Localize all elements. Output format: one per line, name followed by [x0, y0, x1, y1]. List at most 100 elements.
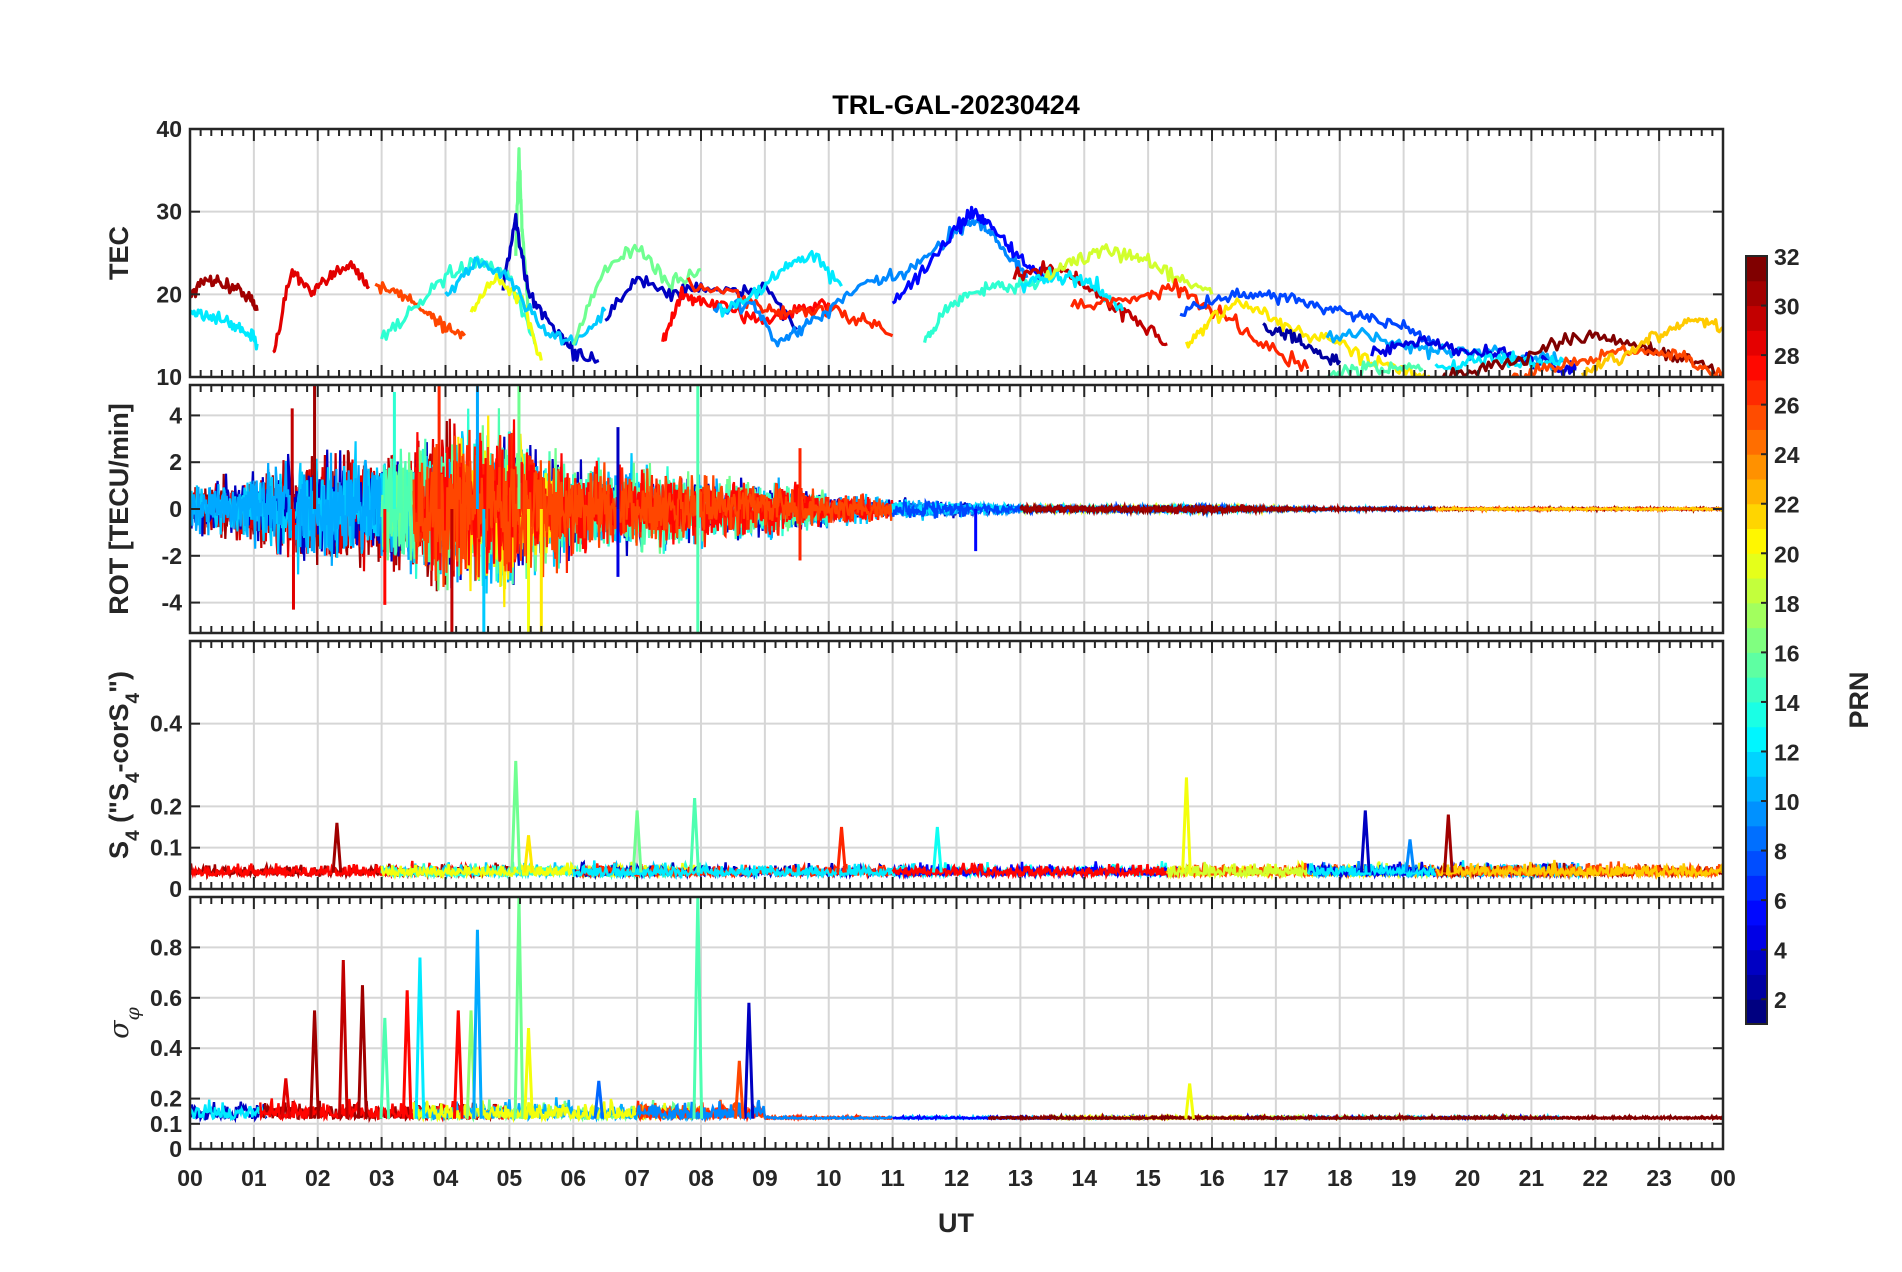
tec-series-prn-31: [190, 274, 259, 312]
colorbar-swatch: [1746, 999, 1767, 1025]
rot-x-ticks: [189, 385, 1724, 633]
tec-y-tick-label: 40: [156, 116, 182, 142]
s4-spike: [836, 826, 847, 873]
x-tick-label: 03: [369, 1165, 395, 1191]
sig-y-tick-label: 0.6: [150, 985, 182, 1011]
colorbar-tick-label: 16: [1774, 640, 1800, 666]
tec-y-tick-label: 20: [156, 281, 182, 307]
s4-grid: [189, 641, 1724, 890]
s4-spike: [689, 797, 700, 873]
colorbar-label: PRN: [1844, 671, 1874, 728]
colorbar-tick-label: 26: [1774, 393, 1800, 419]
sig-y-axis-label: σφ: [104, 1006, 144, 1038]
x-tick-label: 09: [752, 1165, 778, 1191]
panel-rot: -4 -2 0 2 4 ROT [TECU/min]: [104, 383, 1725, 635]
x-tick-label: 16: [1199, 1165, 1225, 1191]
panel-s4: 00.10.20.4S4 ("S4-corS4"): [104, 639, 1725, 902]
colorbar-swatch: [1746, 602, 1767, 629]
s4-y-tick-label: 0.1: [150, 835, 182, 861]
s4-y-tick-label: 0.4: [150, 711, 182, 737]
colorbar-swatch: [1746, 850, 1767, 876]
s4-series-prn-12: [572, 860, 926, 881]
colorbar-swatch: [1746, 776, 1767, 802]
colorbar-tick-label: 4: [1774, 938, 1787, 964]
label-text: "): [104, 671, 134, 693]
sig-spike: [1184, 1083, 1195, 1119]
colorbar-swatch: [1746, 751, 1767, 777]
colorbar-swatch: [1746, 429, 1767, 455]
colorbar-frame: [1745, 255, 1768, 1025]
x-tick-label: 19: [1391, 1165, 1417, 1191]
s4-x-ticks: [189, 641, 1724, 890]
colorbar-swatch: [1746, 949, 1767, 975]
colorbar-tick-label: 8: [1774, 839, 1787, 865]
tec-series-prn-27: [686, 276, 894, 338]
panel-sig: 00.10.2 0.4 0.6 0.8 σφ: [104, 895, 1725, 1162]
s4-spike: [932, 826, 943, 873]
sig-y-tick-label: 0: [169, 1136, 182, 1162]
sig-x-ticks: [189, 897, 1724, 1150]
sig-series-prn-32: [987, 1112, 1723, 1122]
tec-series-prn-19: [1044, 243, 1214, 295]
colorbar-tick-label: 2: [1774, 987, 1787, 1013]
rot-y-tick-label: 4: [169, 402, 182, 428]
sig-spike: [309, 1010, 320, 1119]
figure-title: TRL-GAL-20230424: [832, 90, 1080, 120]
s4-y-tick-label: 0: [169, 876, 182, 902]
sig-data: [190, 897, 1723, 1124]
s4-series-prn-28: [891, 861, 1181, 881]
colorbar-swatch: [1746, 404, 1767, 430]
s4-data: [190, 760, 1723, 881]
rot-y-tick-label: -2: [162, 543, 182, 569]
colorbar-swatch: [1746, 503, 1767, 530]
colorbar-swatch: [1746, 528, 1767, 554]
sig-spike: [523, 1027, 534, 1119]
colorbar-tick-label: 18: [1774, 591, 1800, 617]
colorbar-tick-label: 32: [1774, 244, 1800, 270]
colorbar-swatch: [1746, 875, 1767, 901]
tec-series-prn-5: [891, 205, 1047, 305]
tec-data: [190, 147, 1723, 377]
colorbar-swatch: [1746, 974, 1767, 1000]
rot-y-axis-label: ROT [TECU/min]: [104, 403, 134, 614]
x-tick-label: 07: [624, 1165, 650, 1191]
x-tick-label: 10: [816, 1165, 842, 1191]
sig-spike: [472, 929, 483, 1119]
sig-series-prn-9: [635, 1099, 893, 1123]
colorbar-tick-label: 12: [1774, 739, 1800, 765]
x-tick-label: 11: [880, 1165, 905, 1191]
label-text: σ: [104, 1019, 135, 1039]
x-tick-label: 17: [1263, 1165, 1289, 1191]
colorbar-swatch: [1746, 801, 1767, 827]
tec-grid: [189, 128, 1724, 378]
subscript: φ: [122, 1006, 144, 1020]
tec-series-prn-20: [469, 273, 543, 361]
rot-series-prn-22: [1435, 505, 1723, 514]
colorbar-tick-label: 28: [1774, 343, 1800, 369]
sig-spike: [452, 1010, 464, 1119]
x-tick-label: 02: [305, 1165, 331, 1191]
tec-series-prn-29: [272, 260, 371, 354]
tec-series-prn-7: [1179, 287, 1437, 347]
colorbar-swatch: [1746, 330, 1767, 356]
sig-spike: [280, 1078, 292, 1119]
s4-spike: [523, 835, 534, 873]
s4-spike: [1404, 839, 1416, 873]
sig-spike: [401, 990, 413, 1119]
x-tick-labels: 00 01 02 03 04 05 06 07 08 09 10 11 12 13 14 15 16 17 18 19…: [177, 1165, 1736, 1191]
x-tick-label: 12: [944, 1165, 970, 1191]
label-text: S: [104, 841, 134, 859]
label-text: ("S: [104, 783, 134, 830]
tec-series-prn-3: [501, 212, 600, 364]
s4-spike: [1181, 777, 1192, 873]
colorbar-tick-label: 22: [1774, 492, 1800, 518]
x-tick-label: 18: [1327, 1165, 1353, 1191]
rot-y-tick-label: -4: [162, 590, 183, 616]
tec-series-prn-2: [1262, 322, 1342, 366]
colorbar-tick-label: 10: [1774, 789, 1800, 815]
rot-data: [190, 385, 1723, 633]
x-tick-label: 00: [1710, 1165, 1736, 1191]
